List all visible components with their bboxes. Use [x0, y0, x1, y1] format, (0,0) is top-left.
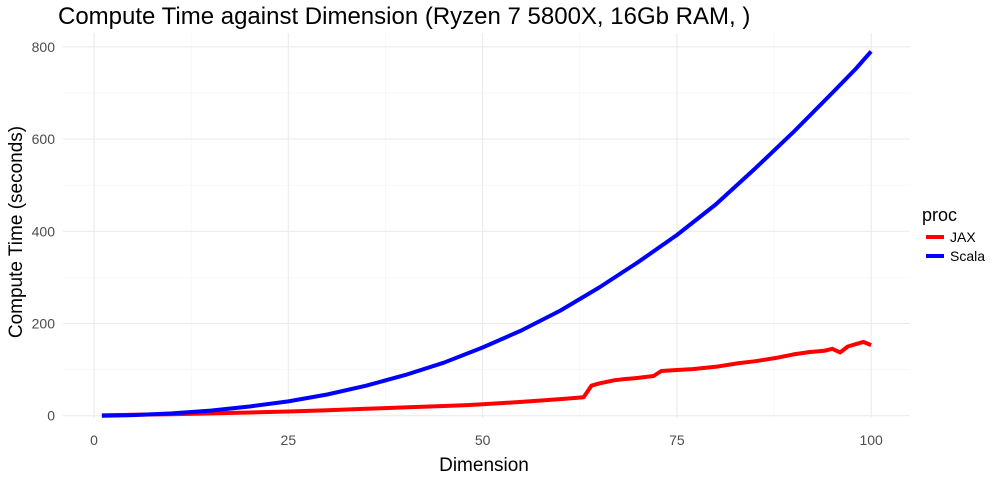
y-tick-label: 400: [32, 223, 56, 239]
series-line-jax: [101, 339, 872, 418]
series-line-scala: [101, 50, 873, 418]
y-tick-label: 600: [32, 131, 56, 147]
grid: [63, 33, 910, 418]
x-tick-label: 0: [90, 432, 98, 448]
legend: proc JAX Scala: [922, 205, 985, 264]
x-axis-label: Dimension: [439, 455, 529, 476]
y-axis-label: Compute Time (seconds): [6, 126, 27, 338]
x-tick-label: 50: [475, 432, 491, 448]
y-tick-label: 800: [32, 39, 56, 55]
series-lines: [101, 50, 873, 418]
x-tick-label: 100: [859, 432, 883, 448]
chart-title: Compute Time against Dimension (Ryzen 7 …: [58, 3, 750, 30]
x-axis-ticks: 0 25 50 75 100: [90, 432, 883, 448]
legend-title: proc: [922, 205, 957, 225]
legend-label-jax: JAX: [950, 229, 976, 245]
x-tick-label: 25: [281, 432, 297, 448]
y-tick-label: 0: [47, 408, 55, 424]
x-tick-label: 75: [669, 432, 685, 448]
y-tick-label: 200: [32, 315, 56, 331]
y-axis-ticks: 0 200 400 600 800: [32, 39, 56, 424]
legend-label-scala: Scala: [950, 248, 985, 264]
